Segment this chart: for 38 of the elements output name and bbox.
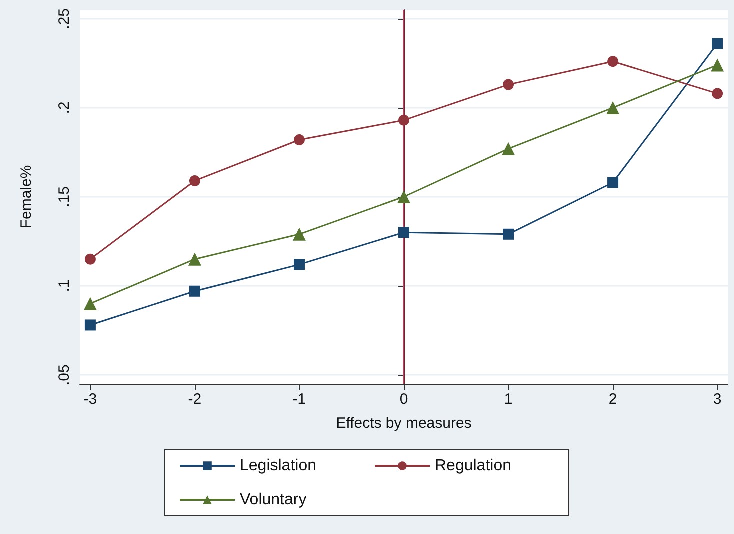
y-tick-label: .2: [56, 102, 73, 114]
point: [712, 38, 724, 50]
x-tick-label: -3: [84, 391, 98, 408]
point: [84, 297, 97, 310]
legend-label: Regulation: [435, 458, 512, 474]
point: [606, 101, 620, 114]
point: [398, 227, 410, 238]
point: [398, 114, 410, 126]
point: [84, 254, 96, 265]
point: [292, 228, 306, 241]
legend-label: Legislation: [240, 458, 316, 474]
point: [503, 228, 514, 240]
x-tick-label: 1: [504, 391, 513, 408]
point: [608, 56, 619, 68]
y-tick-label: .1: [56, 280, 73, 292]
x-tick-label: -2: [188, 391, 202, 408]
x-tick-label: 3: [713, 391, 722, 408]
point: [712, 88, 724, 100]
point: [294, 134, 305, 146]
y-tick-label: .25: [56, 8, 73, 30]
point: [294, 259, 305, 270]
point: [188, 252, 202, 266]
y-tick-label: .05: [56, 364, 73, 386]
point: [502, 142, 516, 156]
point: [503, 79, 514, 90]
x-tick-label: 2: [608, 391, 618, 408]
x-tick-label: -1: [292, 391, 306, 408]
y-tick-label: .15: [56, 186, 73, 208]
point: [711, 58, 724, 72]
point: [608, 177, 619, 188]
legend-label: Voluntary: [240, 492, 307, 508]
y-axis-title: Female%: [18, 165, 35, 229]
point: [189, 286, 200, 297]
point: [398, 190, 410, 204]
point: [189, 175, 200, 186]
point: [84, 320, 96, 331]
x-axis-title: Effects by measures: [336, 415, 472, 432]
x-tick-label: 0: [400, 391, 408, 408]
